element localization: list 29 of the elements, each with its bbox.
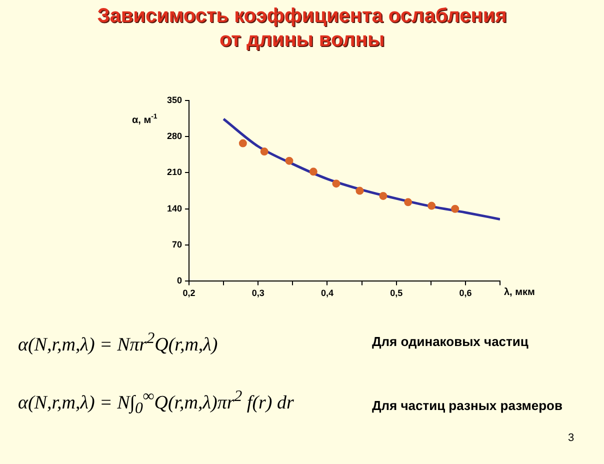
x-tick-label: 0,6 xyxy=(459,288,472,298)
point xyxy=(309,168,318,176)
x-tick-label: 0,3 xyxy=(252,288,264,298)
text: α(N,r,m,λ) = Nπr$^{2}$Q(r,m,λ) xyxy=(18,330,218,356)
point xyxy=(451,204,460,213)
y-tick-label: 350 xyxy=(166,94,182,105)
point xyxy=(404,198,412,206)
y-tick-label: 280 xyxy=(166,131,182,142)
point xyxy=(428,202,436,210)
line-series xyxy=(222,118,500,220)
chart-title: Зависимость коэффициента ослабления от длины волны xyxy=(96,4,508,52)
y-tick-label: 210 xyxy=(166,167,182,178)
x-axis-title: λ, мкм xyxy=(504,286,535,298)
y-tick-label: 70 xyxy=(172,240,182,250)
y-tick-label: 140 xyxy=(166,203,182,214)
y-tick-label: 0 xyxy=(177,276,182,286)
point xyxy=(356,186,364,195)
point xyxy=(260,148,268,156)
x-tick-label: 0,5 xyxy=(390,288,403,298)
text: 3 xyxy=(568,432,574,444)
point xyxy=(379,192,388,200)
point xyxy=(285,156,294,165)
point xyxy=(238,139,247,148)
text: α(N,r,m,λ) = N∫$_{0}$$^{∞}$Q(r,m,λ)πr$^{2}$ f(r) dr xyxy=(18,388,294,418)
text: Для одинаковых частиц xyxy=(372,334,528,349)
x-tick-label: 0,2 xyxy=(182,288,196,298)
point xyxy=(332,180,340,188)
text: Для частиц разных размеров xyxy=(372,398,562,413)
x-tick-label: 0,4 xyxy=(320,288,334,298)
